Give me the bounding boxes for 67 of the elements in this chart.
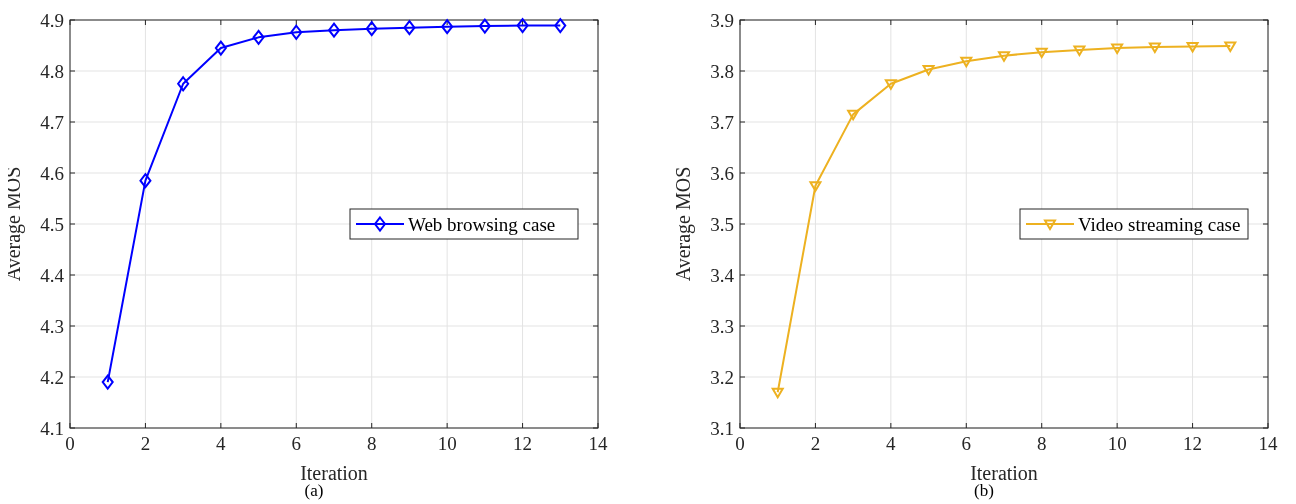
point: [884, 79, 897, 90]
x-tick-label: 8: [1036, 433, 1047, 454]
point: [922, 64, 935, 76]
y-tick-label: 3.9: [710, 9, 734, 31]
point: [1073, 45, 1086, 57]
x-tick-label: 10: [1107, 433, 1127, 454]
x-tick-label: 0: [65, 433, 75, 454]
point: [1035, 47, 1048, 59]
x-axis-title: Iteration: [970, 462, 1038, 484]
y-axis-title: Average MOS: [672, 166, 695, 282]
point: [554, 18, 567, 34]
point: [960, 56, 973, 68]
point: [441, 19, 454, 35]
point: [847, 109, 860, 121]
point: [1148, 42, 1161, 54]
point: [214, 40, 227, 56]
x-tick-label: 2: [810, 433, 821, 454]
y-tick-label: 3.3: [710, 315, 734, 337]
y-tick-label: 4.9: [40, 9, 64, 31]
x-tick-label: 14: [588, 433, 608, 454]
x-tick-label: 4: [216, 433, 227, 454]
point: [328, 22, 340, 38]
y-tick-label: 3.4: [710, 264, 735, 286]
point: [809, 181, 822, 192]
legend-label: Web browsing case: [408, 213, 556, 235]
point: [177, 76, 190, 92]
y-tick-label: 4.7: [40, 111, 64, 133]
y-tick-label: 4.8: [40, 60, 64, 82]
x-axis-title: Iteration: [300, 462, 368, 484]
point: [1186, 42, 1199, 53]
y-tick-label: 3.2: [710, 366, 734, 388]
point: [290, 24, 303, 40]
point: [771, 387, 784, 399]
x-tick-label: 10: [437, 433, 457, 454]
y-tick-label: 4.4: [40, 264, 65, 286]
point: [365, 21, 378, 37]
point: [998, 51, 1010, 62]
y-tick-label: 3.5: [710, 213, 734, 235]
y-tick-label: 3.6: [710, 162, 734, 184]
point: [1111, 43, 1124, 55]
y-tick-label: 3.1: [710, 417, 734, 439]
y-tick-label: 4.2: [40, 366, 64, 388]
y-tick-label: 3.7: [710, 111, 734, 133]
x-tick-label: 14: [1258, 433, 1278, 454]
x-tick-label: 4: [886, 433, 897, 454]
legend-label: Video streaming case: [1078, 213, 1241, 235]
y-tick-label: 4.6: [40, 162, 64, 184]
point: [101, 374, 114, 390]
text: (a): [304, 481, 324, 500]
y-tick-label: 4.5: [40, 213, 64, 235]
x-tick-label: 12: [513, 433, 533, 454]
point: [516, 18, 529, 34]
x-tick-label: 2: [140, 433, 151, 454]
y-tick-label: 4.3: [40, 315, 64, 337]
x-tick-label: 12: [1183, 433, 1203, 454]
point: [1224, 41, 1237, 53]
y-tick-label: 3.8: [710, 60, 734, 82]
point: [139, 173, 152, 189]
x-tick-label: 6: [291, 433, 302, 454]
x-tick-label: 8: [366, 433, 377, 454]
x-tick-label: 0: [735, 433, 745, 454]
point: [478, 18, 491, 34]
point: [403, 20, 416, 36]
x-tick-label: 6: [961, 433, 972, 454]
point: [252, 29, 265, 45]
text: (b): [974, 481, 994, 500]
y-tick-label: 4.1: [40, 417, 64, 439]
